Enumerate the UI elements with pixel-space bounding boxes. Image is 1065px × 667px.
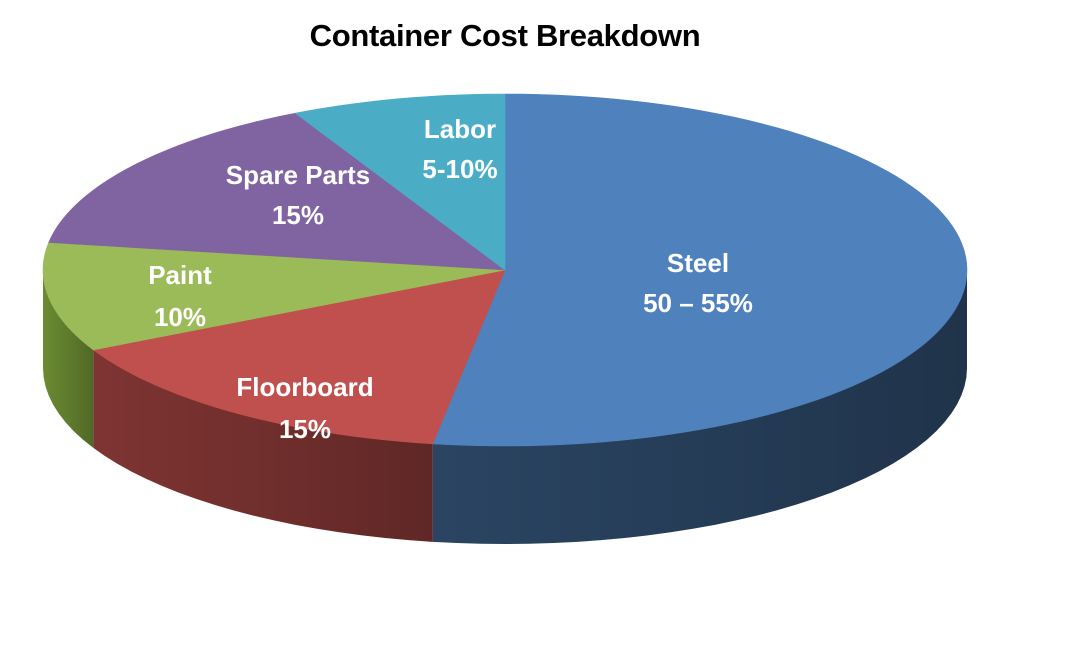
slice-label-floorboard: Floorboard [236, 372, 373, 402]
chart-title: Container Cost Breakdown [309, 18, 701, 53]
slice-label-steel: Steel [667, 248, 729, 278]
slice-value-spare-parts: 15% [272, 200, 324, 230]
pie-side-shade [43, 270, 94, 448]
slice-value-steel: 50 – 55% [643, 288, 753, 318]
slice-label-labor: Labor [424, 114, 496, 144]
pie-side-shade [93, 349, 433, 542]
slice-value-paint: 10% [154, 302, 206, 332]
pie-side-shade [432, 270, 968, 544]
pie-slice-labor [294, 93, 506, 271]
pie-slice-spare-parts [48, 112, 506, 271]
pie-slice-paint [42, 242, 506, 351]
slice-label-spare-parts: Spare Parts [226, 160, 371, 190]
pie-slice-floorboard [92, 269, 506, 445]
pie-labels: Steel 50 – 55% Floorboard 15% Paint 10% Spare … [148, 114, 753, 444]
pie-slice-steel [432, 93, 968, 447]
slice-value-floorboard: 15% [279, 414, 331, 444]
pie-sides [43, 270, 968, 544]
pie-tops [42, 93, 968, 447]
slice-label-paint: Paint [148, 260, 212, 290]
slice-value-labor: 5-10% [422, 154, 497, 184]
